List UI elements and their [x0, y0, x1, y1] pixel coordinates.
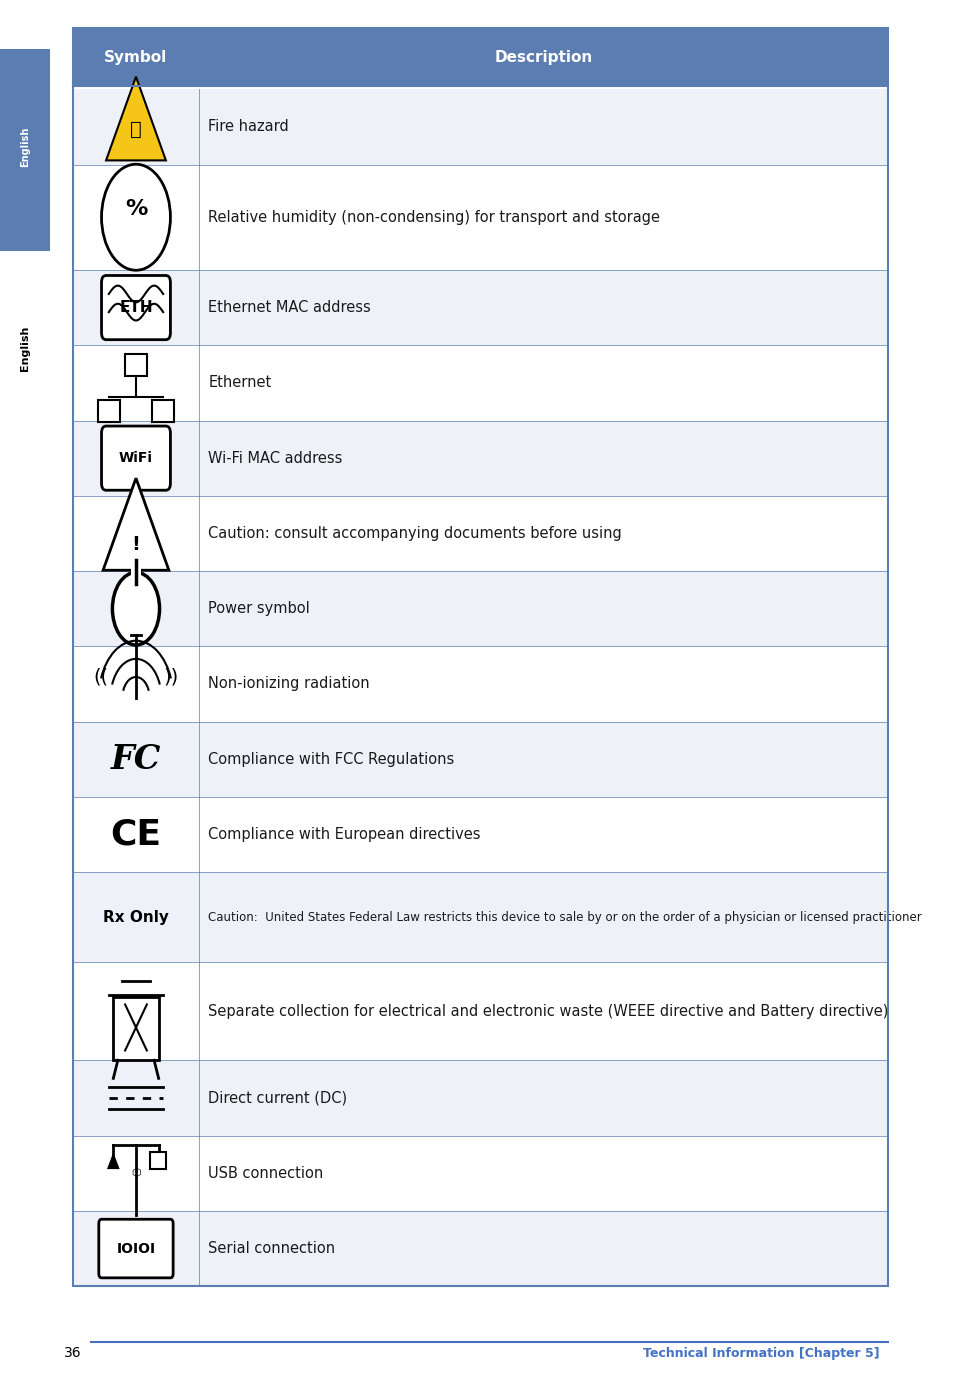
Text: Compliance with FCC Regulations: Compliance with FCC Regulations: [208, 752, 454, 767]
Polygon shape: [107, 1152, 119, 1169]
Text: 🔥: 🔥: [130, 120, 141, 140]
Bar: [73, 721, 889, 797]
FancyBboxPatch shape: [98, 399, 119, 421]
Text: !: !: [132, 536, 141, 554]
Bar: [73, 1060, 889, 1136]
Bar: [73, 797, 889, 872]
Bar: [0, 28, 49, 1311]
FancyBboxPatch shape: [102, 275, 171, 339]
Circle shape: [112, 572, 160, 644]
Text: CE: CE: [110, 817, 162, 851]
Text: Ethernet MAC address: Ethernet MAC address: [208, 300, 371, 315]
Text: Ethernet: Ethernet: [208, 375, 271, 391]
Text: Wi-Fi MAC address: Wi-Fi MAC address: [208, 451, 343, 466]
Bar: [73, 28, 889, 86]
Text: Fire hazard: Fire hazard: [208, 120, 289, 134]
Text: Caution: consult accompanying documents before using: Caution: consult accompanying documents …: [208, 526, 622, 541]
Text: Relative humidity (non-condensing) for transport and storage: Relative humidity (non-condensing) for t…: [208, 209, 661, 225]
Text: Power symbol: Power symbol: [208, 601, 310, 617]
Text: Compliance with European directives: Compliance with European directives: [208, 827, 481, 843]
Bar: [73, 571, 889, 646]
Bar: [73, 872, 889, 963]
Text: Description: Description: [495, 50, 593, 64]
Text: Caution:  United States Federal Law restricts this device to sale by or on the o: Caution: United States Federal Law restr…: [208, 911, 922, 923]
Text: Serial connection: Serial connection: [208, 1242, 335, 1256]
Circle shape: [102, 165, 171, 271]
Text: IOIOI: IOIOI: [116, 1242, 156, 1256]
Bar: [0, 49, 49, 251]
Polygon shape: [106, 77, 166, 160]
Text: Technical Information [Chapter 5]: Technical Information [Chapter 5]: [642, 1346, 879, 1360]
FancyBboxPatch shape: [99, 1219, 173, 1278]
Text: Symbol: Symbol: [105, 50, 168, 64]
Text: ⬡: ⬡: [131, 1168, 141, 1179]
Bar: [73, 420, 889, 495]
FancyBboxPatch shape: [102, 425, 171, 490]
Text: Direct current (DC): Direct current (DC): [208, 1091, 348, 1105]
Text: ETH: ETH: [119, 300, 153, 315]
Text: USB connection: USB connection: [208, 1166, 324, 1180]
Bar: [73, 495, 889, 571]
Text: %: %: [125, 199, 147, 219]
Bar: [73, 345, 889, 420]
Text: )): )): [163, 667, 178, 686]
Text: English: English: [20, 326, 30, 371]
Bar: [73, 646, 889, 721]
Text: English: English: [20, 127, 30, 166]
Bar: [73, 963, 889, 1060]
FancyBboxPatch shape: [113, 997, 159, 1060]
Polygon shape: [131, 564, 141, 578]
Bar: [73, 1136, 889, 1211]
Text: 36: 36: [63, 1346, 81, 1360]
FancyBboxPatch shape: [149, 1152, 166, 1169]
Bar: [73, 1211, 889, 1286]
FancyBboxPatch shape: [125, 353, 147, 375]
FancyBboxPatch shape: [152, 399, 174, 421]
Bar: [73, 271, 889, 345]
Bar: [73, 165, 889, 271]
Polygon shape: [103, 478, 169, 571]
Text: Rx Only: Rx Only: [103, 910, 169, 925]
Bar: [73, 89, 889, 165]
Text: Separate collection for electrical and electronic waste (WEEE directive and Batt: Separate collection for electrical and e…: [208, 1004, 889, 1018]
Text: WiFi: WiFi: [119, 451, 153, 465]
Text: Non-ionizing radiation: Non-ionizing radiation: [208, 677, 370, 692]
Text: FC: FC: [110, 742, 161, 776]
Text: ((: ((: [94, 667, 109, 686]
